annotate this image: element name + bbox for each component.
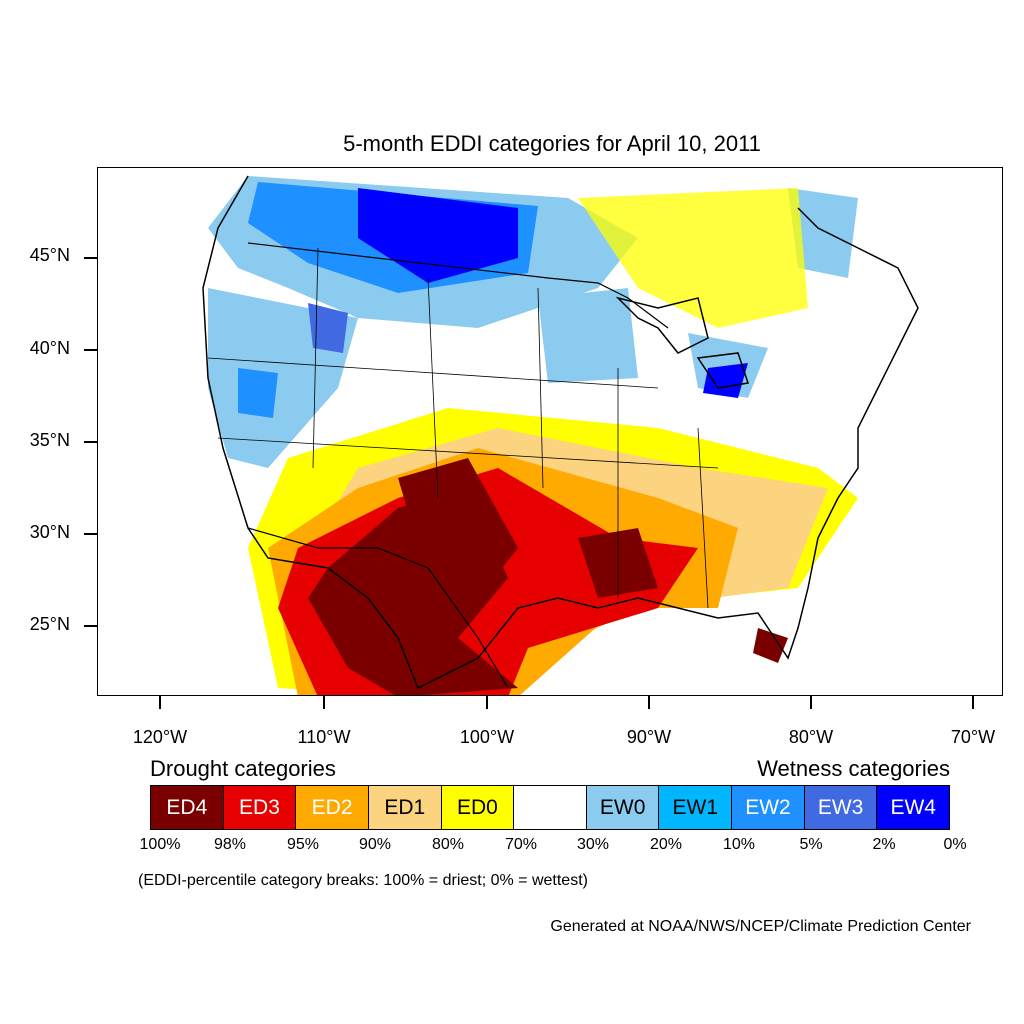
- break-label: 0%: [943, 836, 967, 853]
- lat-tick: [84, 257, 97, 259]
- break-label: 70%: [504, 836, 538, 853]
- lat-tick: [84, 625, 97, 627]
- legend-box-ed2: ED2: [296, 785, 369, 830]
- break-label: 20%: [649, 836, 683, 853]
- lat-label-40n: 40°N: [29, 338, 70, 358]
- map-panel: [97, 167, 1003, 696]
- wet-region-plains: [538, 288, 638, 383]
- lon-label-90w: 90°W: [626, 727, 672, 747]
- lon-tick: [648, 696, 650, 709]
- us-coastline: [202, 175, 919, 690]
- legend-box-ed4: ED4: [150, 785, 224, 830]
- lon-tick: [323, 696, 325, 709]
- category-breaks-note: (EDDI-percentile category breaks: 100% =…: [138, 872, 588, 889]
- state-borders: [207, 247, 719, 609]
- legend-box-ew0: EW0: [586, 785, 660, 830]
- wet-region-nevada: [238, 368, 278, 418]
- break-label: 2%: [872, 836, 896, 853]
- dry-region-ed4-texas: [398, 458, 518, 598]
- break-label: 95%: [286, 836, 320, 853]
- dry-region-ed4-florida: [753, 628, 788, 663]
- lon-tick: [159, 696, 161, 709]
- lat-label-30n: 30°N: [29, 522, 70, 542]
- drought-categories-title: Drought categories: [150, 756, 336, 781]
- lat-label-45n: 45°N: [29, 245, 70, 265]
- eddi-map: [202, 175, 919, 695]
- lat-tick: [84, 349, 97, 351]
- credit-line: Generated at NOAA/NWS/NCEP/Climate Predi…: [550, 918, 971, 935]
- wetness-categories-title: Wetness categories: [757, 756, 950, 781]
- map-title: 5-month EDDI categories for April 10, 20…: [343, 131, 761, 156]
- lon-label-110w: 110°W: [297, 727, 351, 747]
- great-lakes: [615, 296, 749, 389]
- legend-box-ed3: ED3: [223, 785, 297, 830]
- lat-label-25n: 25°N: [29, 614, 70, 634]
- lon-tick: [486, 696, 488, 709]
- lon-label-70w: 70°W: [950, 727, 996, 747]
- lat-tick: [84, 533, 97, 535]
- legend-box-ed1: ED1: [368, 785, 442, 830]
- break-label: 100%: [139, 836, 181, 853]
- lon-label-120w: 120°W: [132, 727, 188, 747]
- break-label: 30%: [576, 836, 610, 853]
- lon-tick: [972, 696, 974, 709]
- wet-region-northeast: [788, 188, 858, 278]
- category-legend: ED4 ED3 ED2 ED1 ED0 EW0 EW1 EW2 EW3 EW4: [150, 785, 951, 830]
- legend-box-ew4: EW4: [877, 785, 951, 830]
- break-label: 10%: [722, 836, 756, 853]
- break-label: 98%: [213, 836, 247, 853]
- legend-box-neutral: [514, 785, 587, 830]
- legend-box-ed0: ED0: [441, 785, 515, 830]
- canada-border: [247, 242, 669, 329]
- dry-region-ed0-northeast: [578, 188, 808, 328]
- legend-box-ew1: EW1: [659, 785, 733, 830]
- break-label: 80%: [431, 836, 465, 853]
- wet-region-montana-max: [358, 188, 518, 283]
- break-label: 90%: [358, 836, 392, 853]
- lon-label-100w: 100°W: [459, 727, 515, 747]
- lon-label-80w: 80°W: [788, 727, 834, 747]
- wet-region-ohio: [703, 363, 748, 398]
- break-label: 5%: [799, 836, 823, 853]
- lat-label-35n: 35°N: [29, 430, 70, 450]
- legend-box-ew2: EW2: [732, 785, 805, 830]
- mexico-border: [247, 527, 509, 689]
- legend-box-ew3: EW3: [804, 785, 878, 830]
- lon-tick: [810, 696, 812, 709]
- lat-tick: [84, 441, 97, 443]
- wet-region-idaho: [308, 303, 348, 353]
